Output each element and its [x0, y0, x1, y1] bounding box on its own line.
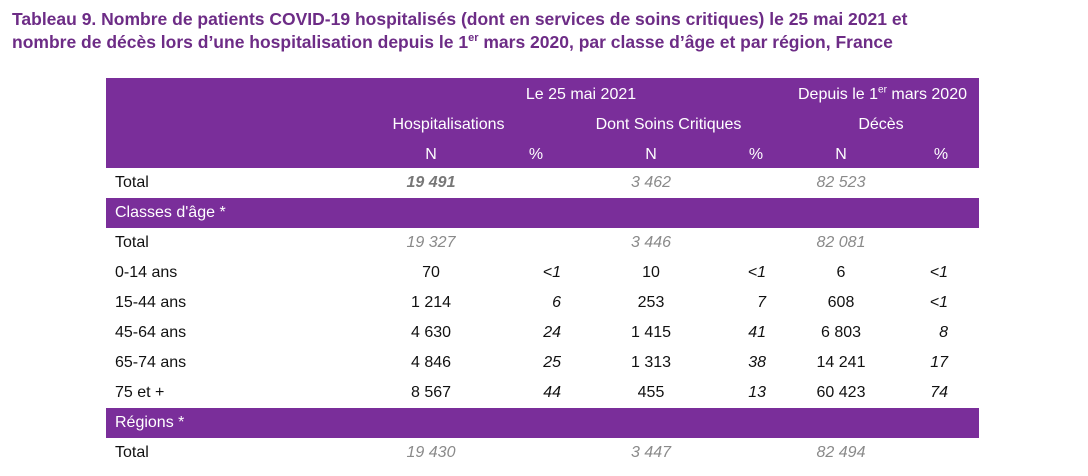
header-pct: %: [528, 146, 544, 163]
row-label: 75 et +: [115, 384, 165, 401]
table-row-age-total: Total 19 327 3 446 82 081: [106, 228, 979, 258]
cell-crit-n: 1 313: [630, 354, 672, 371]
cell-deces-pct: 74: [930, 384, 948, 401]
cell-deces-n: 6 803: [820, 324, 862, 341]
cell-deces-n: 82 081: [816, 234, 866, 251]
cell-deces-n: 82 494: [816, 444, 866, 461]
section-label: Régions *: [115, 414, 185, 431]
cell-hosp-pct: 6: [552, 294, 561, 311]
data-table: Le 25 mai 2021 Depuis le 1er mars 2020 H…: [106, 78, 979, 468]
header-n: N: [835, 146, 847, 163]
header-group-since-a: Depuis le 1: [798, 86, 879, 103]
header-group-date: Le 25 mai 2021: [525, 86, 637, 103]
title-line-2-part-a: nombre de décès lors d’une hospitalisati…: [12, 32, 469, 52]
cell-hosp-n: 4 630: [410, 324, 452, 341]
table-row: 45-64 ans 4 630 24 1 415 41 6 803 8: [106, 318, 979, 348]
header-soins-critiques: Dont Soins Critiques: [595, 116, 742, 133]
row-label: Total: [115, 444, 149, 461]
cell-deces-n: 14 241: [816, 354, 866, 371]
cell-crit-pct: 41: [748, 324, 766, 341]
cell-hosp-n: 8 567: [410, 384, 452, 401]
cell-hosp-n: 70: [422, 264, 440, 281]
header-hospitalisations: Hospitalisations: [392, 116, 505, 133]
cell-crit-pct: 13: [748, 384, 766, 401]
row-label: Total: [115, 174, 149, 191]
row-label: Total: [115, 234, 149, 251]
table-row: 75 et + 8 567 44 455 13 60 423 74: [106, 378, 979, 408]
table-header: Le 25 mai 2021 Depuis le 1er mars 2020 H…: [106, 78, 979, 168]
table-row: 65-74 ans 4 846 25 1 313 38 14 241 17: [106, 348, 979, 378]
cell-hosp-n: 1 214: [410, 294, 452, 311]
header-group-since-b: mars 2020: [886, 86, 967, 103]
cell-hosp-n: 19 491: [406, 174, 456, 191]
header-pct: %: [933, 146, 949, 163]
title-line-2-sup: er: [468, 32, 479, 45]
row-label: 0-14 ans: [115, 264, 178, 281]
cell-deces-pct: <1: [929, 294, 948, 311]
table-row-region-total: Total 19 430 3 447 82 494: [106, 438, 979, 468]
header-deces: Décès: [858, 116, 904, 133]
header-n: N: [425, 146, 437, 163]
cell-crit-pct: 7: [757, 294, 766, 311]
title-line-2: nombre de décès lors d’une hospitalisati…: [12, 31, 1082, 54]
cell-crit-n: 10: [642, 264, 660, 281]
cell-crit-n: 3 462: [630, 174, 672, 191]
cell-deces-n: 6: [836, 264, 846, 281]
cell-crit-pct: 38: [748, 354, 766, 371]
cell-deces-n: 82 523: [816, 174, 866, 191]
table-row-total: Total 19 491 3 462 82 523: [106, 168, 979, 198]
table-row: 15-44 ans 1 214 6 253 7 608 <1: [106, 288, 979, 318]
row-label: 45-64 ans: [115, 324, 187, 341]
cell-hosp-pct: 44: [543, 384, 561, 401]
row-label: 15-44 ans: [115, 294, 187, 311]
title-line-2-part-b: mars 2020, par classe d’âge et par régio…: [478, 32, 893, 52]
cell-deces-pct: 17: [930, 354, 948, 371]
header-group-since: Depuis le 1er mars 2020: [786, 85, 979, 105]
cell-crit-n: 455: [637, 384, 665, 401]
cell-hosp-n: 19 327: [406, 234, 456, 251]
cell-deces-n: 608: [827, 294, 855, 311]
section-label: Classes d'âge *: [115, 204, 226, 221]
header-group-since-sup: er: [878, 84, 887, 96]
cell-crit-pct: <1: [747, 264, 766, 281]
cell-hosp-pct: 25: [543, 354, 561, 371]
cell-hosp-n: 4 846: [410, 354, 452, 371]
section-header-regions: Régions *: [106, 408, 979, 438]
cell-hosp-pct: 24: [543, 324, 561, 341]
cell-deces-pct: <1: [929, 264, 948, 281]
cell-crit-n: 3 446: [630, 234, 672, 251]
title-line-1: Tableau 9. Nombre de patients COVID-19 h…: [12, 9, 908, 29]
cell-crit-n: 3 447: [630, 444, 672, 461]
cell-deces-pct: 8: [939, 324, 948, 341]
section-header-age: Classes d'âge *: [106, 198, 979, 228]
cell-hosp-pct: <1: [542, 264, 561, 281]
cell-deces-n: 60 423: [816, 384, 866, 401]
cell-crit-n: 1 415: [630, 324, 672, 341]
cell-hosp-n: 19 430: [406, 444, 456, 461]
cell-crit-n: 253: [637, 294, 665, 311]
table-title: Tableau 9. Nombre de patients COVID-19 h…: [12, 8, 1082, 54]
row-label: 65-74 ans: [115, 354, 187, 371]
header-n: N: [645, 146, 657, 163]
table-row: 0-14 ans 70 <1 10 <1 6 <1: [106, 258, 979, 288]
header-pct: %: [748, 146, 764, 163]
